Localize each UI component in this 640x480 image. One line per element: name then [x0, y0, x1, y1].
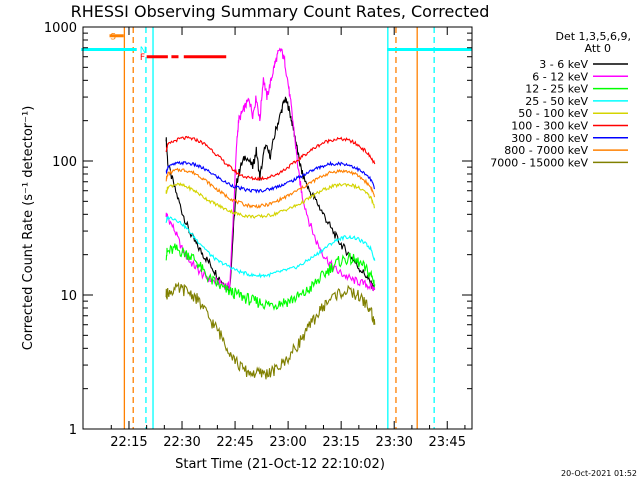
flag-f-label: F: [140, 53, 145, 63]
timestamp: 20-Oct-2021 01:52: [561, 469, 637, 478]
series-line-7000-15000-kev: [165, 281, 376, 380]
y-tick-label-1000: 1000: [44, 21, 77, 36]
y-axis-label: Corrected Count Rate (s⁻¹ detector⁻¹): [21, 106, 36, 351]
legend-label-6-12-kev: 6 - 12 keV: [532, 70, 588, 83]
series-line-50-100-kev: [165, 182, 376, 219]
plot-frame: [82, 26, 473, 430]
vertical-markers: [123, 27, 435, 429]
y-tick-label-10: 10: [60, 289, 77, 304]
legend-label-25-50-kev: 25 - 50 keV: [525, 95, 588, 108]
axis-ticks: 22:15 22:30 22:45 23:00 23:15 23:30 23:45 1 10 10…: [44, 21, 472, 450]
x-tick-label-23-15: 23:15: [322, 435, 359, 450]
series-line-12-25-kev: [165, 243, 376, 311]
flag-n-label: N: [140, 46, 147, 56]
chart-title: RHESSI Observing Summary Count Rates, Co…: [71, 2, 490, 21]
x-tick-label-23-00: 23:00: [269, 435, 306, 450]
legend-label-3-6-kev: 3 - 6 keV: [539, 58, 588, 71]
legend-label-100-300-kev: 100 - 300 keV: [511, 120, 588, 133]
y-tick-label-1: 1: [69, 423, 77, 438]
legend-label-300-800-kev: 300 - 800 keV: [511, 132, 588, 145]
series-line-25-50-kev: [165, 216, 376, 279]
legend-label-800-7000-kev: 800 - 7000 keV: [504, 144, 588, 157]
flag-s-label: S: [110, 32, 116, 42]
series-lines: [165, 47, 376, 380]
series-line-300-800-kev: [165, 160, 376, 194]
x-tick-label-23-30: 23:30: [375, 435, 412, 450]
legend-label-12-25-kev: 12 - 25 keV: [525, 83, 588, 96]
y-tick-label-100: 100: [52, 155, 77, 170]
series-line-6-12-kev: [165, 47, 376, 292]
series-line-100-300-kev: [165, 135, 376, 182]
legend-label-50-100-kev: 50 - 100 keV: [518, 107, 588, 120]
series-line-3-6-kev: [165, 96, 376, 295]
legend-title-line-2: Att 0: [585, 42, 611, 55]
x-tick-label-22-30: 22:30: [163, 435, 200, 450]
legend-title-line-1: Det 1,3,5,6,9,: [555, 30, 631, 43]
x-tick-label-23-45: 23:45: [429, 435, 466, 450]
state-flags: S NF: [81, 32, 472, 63]
legend-label-7000-15000-kev: 7000 - 15000 keV: [490, 156, 588, 169]
x-axis-label: Start Time (21-Oct-12 22:10:02): [175, 457, 385, 472]
x-tick-label-22-15: 22:15: [110, 435, 147, 450]
x-tick-label-22-45: 22:45: [216, 435, 253, 450]
series-line-800-7000-kev: [165, 167, 376, 209]
